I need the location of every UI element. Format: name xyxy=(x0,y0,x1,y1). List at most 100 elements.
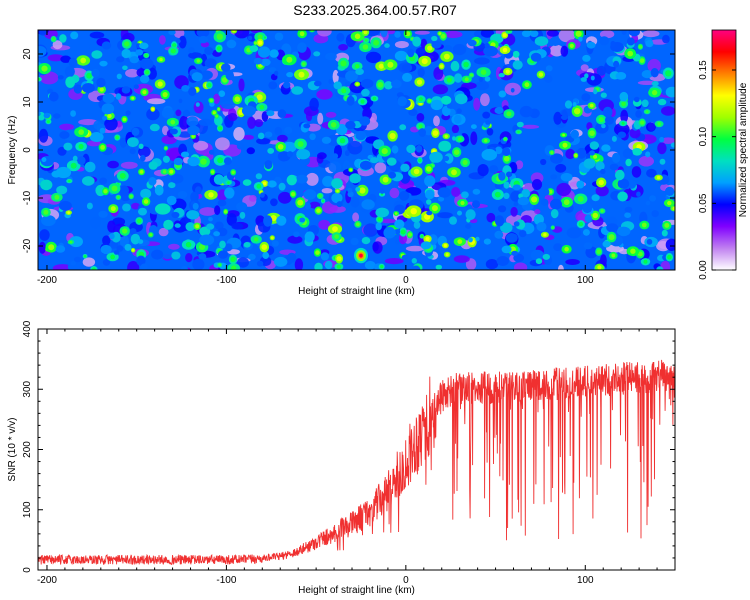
spectral-cell xyxy=(379,188,385,194)
y-tick-label: 100 xyxy=(22,501,33,518)
spectral-cell xyxy=(578,36,583,42)
spectral-cell xyxy=(416,113,425,122)
spectral-cell-core xyxy=(208,192,214,198)
spectral-cell xyxy=(457,210,462,216)
spectral-cell xyxy=(109,233,115,240)
spectral-cell xyxy=(512,184,521,191)
spectral-cell-core xyxy=(420,235,424,238)
spectral-cell-core xyxy=(578,221,584,227)
spectral-cell xyxy=(82,257,96,267)
spectral-cell xyxy=(437,212,453,219)
spectral-cell-core xyxy=(170,119,176,125)
spectral-cell xyxy=(221,63,231,72)
spectral-cell xyxy=(641,70,653,79)
spectral-cell xyxy=(195,186,202,195)
spectral-cell xyxy=(515,160,524,170)
snr-panel: -200 -100 0 100 0 100 200 300 400 Height of strai… xyxy=(7,320,676,596)
spectral-cell-core xyxy=(637,251,643,257)
spectral-cell xyxy=(656,266,664,270)
spectral-cell xyxy=(583,242,593,250)
spectral-cell-core xyxy=(157,81,163,87)
spectral-cell xyxy=(177,191,188,199)
spectral-cell xyxy=(90,217,101,229)
spectral-cell xyxy=(352,212,359,222)
spectral-cell xyxy=(178,35,187,49)
spectral-cell xyxy=(264,131,273,138)
spectral-cell-core xyxy=(80,57,87,64)
spectral-cell-core xyxy=(597,265,602,270)
y-tick-label: 0 xyxy=(22,567,33,573)
spectral-cell xyxy=(249,45,259,52)
spectral-cell-core xyxy=(144,53,148,57)
spectral-cell-core xyxy=(129,194,133,198)
y-axis-label: SNR (10 * v/v) xyxy=(7,418,18,482)
spectral-cell xyxy=(231,222,244,230)
spectral-cell xyxy=(425,189,435,200)
spectral-cell xyxy=(131,202,141,210)
spectral-cell xyxy=(435,264,442,270)
spectral-cell xyxy=(596,65,607,76)
spectral-cell xyxy=(426,199,432,205)
spectral-cell xyxy=(657,142,667,155)
y-tick-label: 400 xyxy=(22,320,33,337)
spectral-cell-core xyxy=(667,200,672,206)
spectral-cell xyxy=(316,89,333,100)
spectral-cell xyxy=(309,133,316,141)
spectral-cell xyxy=(101,103,115,115)
spectral-cell xyxy=(484,42,490,49)
spectral-cell xyxy=(468,237,473,243)
spectral-cell xyxy=(43,112,51,119)
spectral-cell-core xyxy=(538,72,544,77)
spectral-cell xyxy=(453,255,470,263)
spectral-cell xyxy=(187,125,200,136)
spectral-cell xyxy=(59,34,67,43)
spectral-cell xyxy=(659,136,665,143)
spectral-cell-core xyxy=(297,141,304,147)
spectral-cell xyxy=(38,241,46,254)
spectral-cell-core xyxy=(218,263,221,267)
spectral-cell xyxy=(122,203,131,212)
spectral-cell xyxy=(198,253,207,260)
spectral-cell-core xyxy=(621,121,625,125)
spectral-cell-core xyxy=(362,44,369,50)
spectral-cell xyxy=(74,256,81,263)
colorbar-label: Normalized spectral amplitude xyxy=(738,82,749,217)
spectral-cell xyxy=(191,72,203,82)
spectral-cell xyxy=(274,126,283,136)
spectral-cell-core xyxy=(427,45,433,51)
spectral-cell-core xyxy=(256,94,263,101)
spectral-cell xyxy=(40,179,53,191)
spectral-cell xyxy=(502,147,511,156)
spectral-cell-core xyxy=(548,189,553,194)
spectral-cell xyxy=(96,77,106,88)
spectral-cell xyxy=(139,58,154,70)
colorbar-tick-label: 0.00 xyxy=(698,260,709,280)
spectral-cell xyxy=(188,52,203,59)
spectral-cell xyxy=(267,180,277,188)
spectral-cell xyxy=(138,207,147,216)
spectral-cell xyxy=(39,30,47,36)
spectral-cell-core xyxy=(216,33,223,40)
x-tick-label: 100 xyxy=(577,575,594,586)
spectral-cell xyxy=(296,174,308,184)
spectral-cell xyxy=(187,156,200,167)
spectral-cell xyxy=(89,31,105,39)
spectral-cell-core xyxy=(413,168,420,175)
spectral-cell-core xyxy=(400,229,406,235)
spectral-cell xyxy=(503,181,510,189)
spectral-cell xyxy=(161,135,177,145)
spectral-cell xyxy=(513,201,519,207)
spectral-cell-core xyxy=(315,250,320,255)
spectral-cell xyxy=(248,253,256,260)
spectral-cell xyxy=(513,221,520,227)
spectral-cell xyxy=(540,158,547,166)
spectral-cell xyxy=(624,206,633,213)
spectral-cell xyxy=(398,190,410,201)
spectral-cell xyxy=(599,36,610,46)
spectral-cell xyxy=(227,113,238,122)
spectral-cell xyxy=(139,42,149,50)
spectral-cell xyxy=(402,72,413,82)
spectral-cell xyxy=(622,148,633,159)
spectral-cell xyxy=(629,127,641,139)
spectral-cell xyxy=(260,58,271,67)
